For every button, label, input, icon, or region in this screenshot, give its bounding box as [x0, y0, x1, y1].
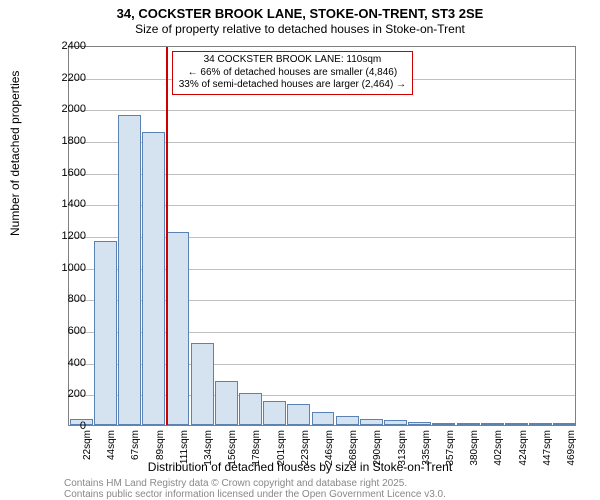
property-callout: 34 COCKSTER BROOK LANE: 110sqm← 66% of d…: [172, 51, 413, 95]
histogram-bar: [360, 419, 383, 425]
histogram-bar: [166, 232, 189, 425]
y-tick-label: 1400: [46, 198, 86, 210]
histogram-bar: [505, 423, 528, 425]
x-tick-label: 67sqm: [130, 430, 141, 470]
x-tick-label: 22sqm: [82, 430, 93, 470]
histogram-bar: [263, 401, 286, 425]
x-tick-label: 156sqm: [227, 430, 238, 470]
histogram-bar: [481, 423, 504, 425]
histogram-bar: [384, 420, 407, 425]
histogram-bar: [336, 416, 359, 425]
histogram-bar: [529, 423, 552, 425]
y-tick-label: 0: [46, 420, 86, 432]
chart-subtitle: Size of property relative to detached ho…: [0, 22, 600, 36]
y-tick-label: 2200: [46, 72, 86, 84]
x-tick-label: 89sqm: [155, 430, 166, 470]
chart-plot-area: 34 COCKSTER BROOK LANE: 110sqm← 66% of d…: [68, 46, 576, 426]
y-tick-label: 200: [46, 388, 86, 400]
x-tick-label: 469sqm: [566, 430, 577, 470]
y-tick-label: 400: [46, 357, 86, 369]
histogram-bar: [553, 423, 576, 425]
x-tick-label: 313sqm: [397, 430, 408, 470]
chart-title: 34, COCKSTER BROOK LANE, STOKE-ON-TRENT,…: [0, 6, 600, 21]
y-tick-label: 1600: [46, 167, 86, 179]
footer-attribution: Contains HM Land Registry data © Crown c…: [64, 478, 446, 500]
property-marker-line: [166, 47, 168, 425]
y-tick-label: 2400: [46, 40, 86, 52]
x-tick-label: 402sqm: [493, 430, 504, 470]
y-tick-label: 1000: [46, 262, 86, 274]
histogram-bar: [118, 115, 141, 425]
histogram-bar: [408, 422, 431, 425]
x-tick-label: 44sqm: [106, 430, 117, 470]
x-tick-label: 268sqm: [348, 430, 359, 470]
histogram-bar: [432, 423, 455, 425]
x-tick-label: 335sqm: [421, 430, 432, 470]
footer-line-1: Contains HM Land Registry data © Crown c…: [64, 478, 446, 489]
histogram-bar: [287, 404, 310, 425]
callout-line-1: 34 COCKSTER BROOK LANE: 110sqm: [179, 54, 406, 67]
y-tick-label: 1800: [46, 135, 86, 147]
y-axis-label: Number of detached properties: [8, 71, 22, 236]
x-tick-label: 134sqm: [203, 430, 214, 470]
histogram-bar: [191, 343, 214, 425]
x-tick-label: 380sqm: [469, 430, 480, 470]
footer-line-2: Contains public sector information licen…: [64, 489, 446, 500]
histogram-bar: [215, 381, 238, 425]
x-tick-label: 357sqm: [445, 430, 456, 470]
histogram-bar: [239, 393, 262, 425]
x-tick-label: 178sqm: [251, 430, 262, 470]
callout-line-3: 33% of semi-detached houses are larger (…: [179, 79, 406, 92]
gridline: [69, 110, 575, 111]
x-tick-label: 290sqm: [372, 430, 383, 470]
x-tick-label: 246sqm: [324, 430, 335, 470]
y-tick-label: 1200: [46, 230, 86, 242]
y-tick-label: 800: [46, 293, 86, 305]
histogram-bar: [312, 412, 335, 425]
x-tick-label: 111sqm: [179, 430, 190, 470]
x-tick-label: 447sqm: [542, 430, 553, 470]
y-tick-label: 2000: [46, 103, 86, 115]
x-tick-label: 424sqm: [518, 430, 529, 470]
x-tick-label: 201sqm: [276, 430, 287, 470]
histogram-bar: [457, 423, 480, 425]
histogram-bar: [94, 241, 117, 425]
x-tick-label: 223sqm: [300, 430, 311, 470]
histogram-bar: [142, 132, 165, 425]
y-tick-label: 600: [46, 325, 86, 337]
callout-line-2: ← 66% of detached houses are smaller (4,…: [179, 67, 406, 80]
